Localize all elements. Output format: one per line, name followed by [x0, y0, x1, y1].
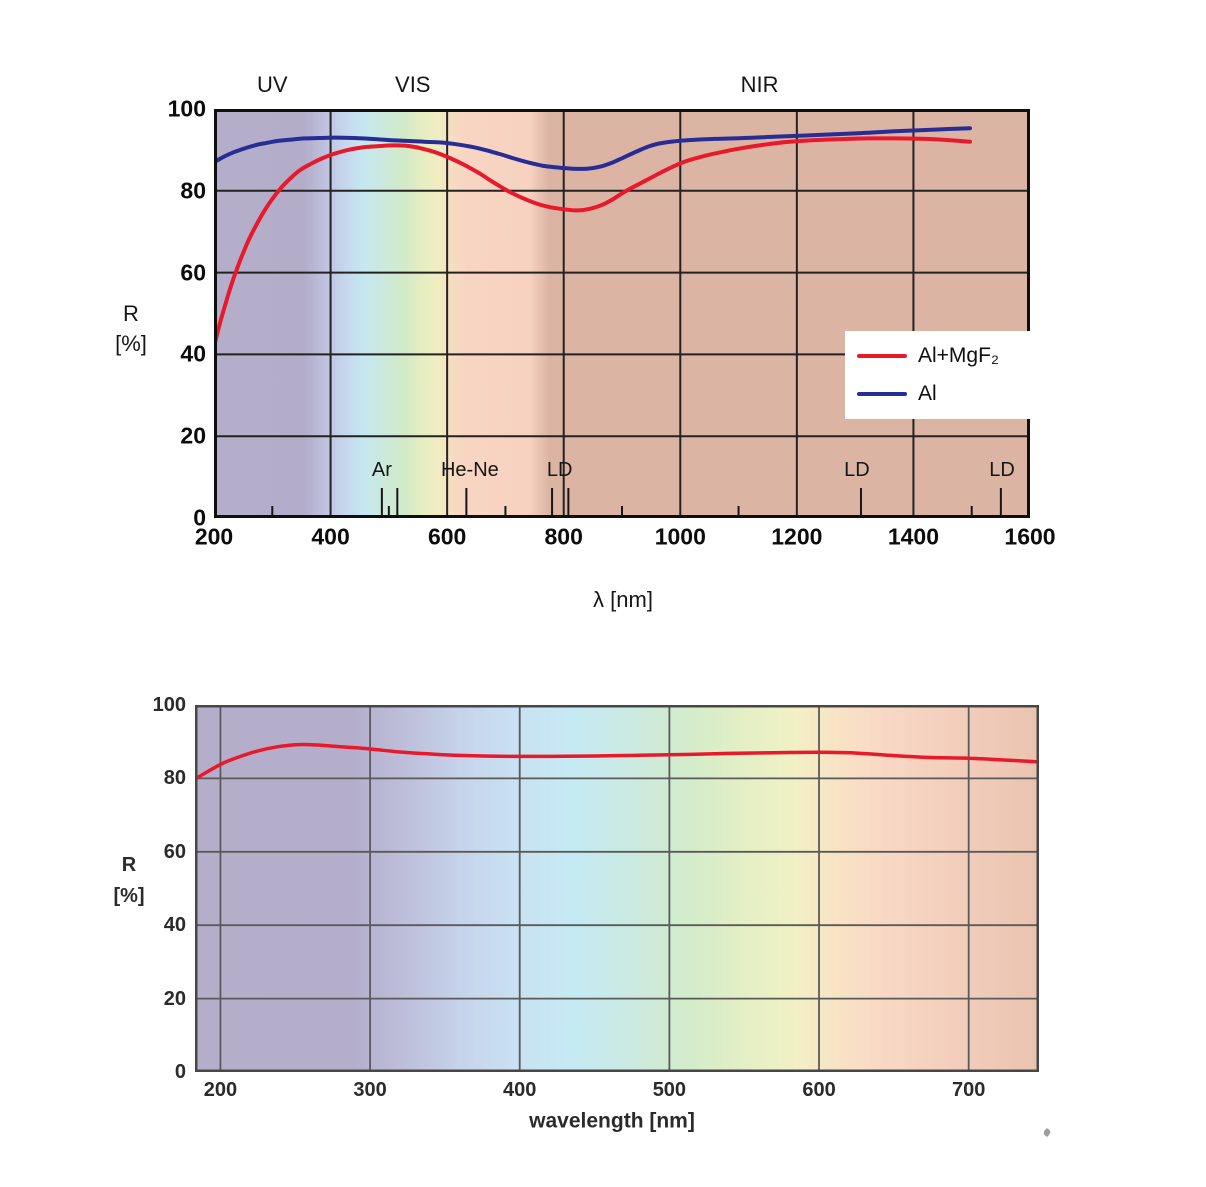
y-tick-label: 0 [174, 1061, 186, 1083]
x-tick-label: 400 [503, 1079, 537, 1101]
bottom-plot-area [195, 705, 1039, 1072]
top-plot-area [214, 109, 1030, 518]
legend: Al+MgF₂ Al [845, 331, 1050, 419]
bottom-y-axis-title: R [%] [94, 850, 164, 912]
x-tick-label: 600 [802, 1079, 836, 1101]
x-tick-label: 600 [427, 523, 467, 550]
x-tick-label: 800 [544, 523, 583, 550]
y-axis-title-symbol: R [121, 854, 137, 876]
region-label-nir: NIR [740, 72, 779, 97]
y-axis-title-unit: [%] [113, 885, 145, 907]
y-tick-label: 100 [152, 694, 186, 716]
curve-al [214, 126, 972, 171]
x-tick-label: 500 [652, 1079, 687, 1101]
y-tick-label: 60 [163, 840, 186, 863]
y-tick-label: 80 [180, 177, 206, 204]
y-tick-label: 100 [167, 95, 206, 122]
y-tick-label: 80 [163, 767, 186, 790]
x-tick-label: 700 [951, 1079, 986, 1101]
laser-label-ar: Ar [371, 459, 392, 481]
legend-entry-al-mgf2: Al+MgF₂ [857, 344, 1050, 368]
region-label-vis: VIS [395, 72, 431, 97]
top-y-axis-title: R [%] [96, 299, 166, 359]
y-axis-title-unit: [%] [115, 331, 147, 356]
stray-mark [1042, 1127, 1052, 1138]
y-tick-label: 60 [180, 259, 206, 286]
laser-label-ld: LD [546, 459, 573, 481]
x-tick-label: 400 [311, 523, 350, 550]
y-tick-label: 40 [180, 340, 206, 367]
laser-label-he-ne: He-Ne [440, 459, 499, 481]
legend-label: Al [918, 381, 937, 405]
legend-line-red [857, 354, 907, 359]
region-label-uv: UV [257, 72, 288, 97]
legend-entry-al: Al [857, 382, 1050, 406]
x-tick-label: 200 [203, 1079, 238, 1101]
y-tick-label: 20 [180, 422, 206, 449]
curve-al-mgf [214, 136, 972, 349]
legend-label: Al+MgF₂ [918, 344, 1000, 368]
laser-label-ld: LD [844, 459, 870, 481]
y-tick-label: 40 [163, 914, 186, 937]
curve-al-mgf [195, 742, 1039, 781]
x-tick-label: 1000 [654, 523, 706, 550]
plot-border [195, 705, 1039, 1072]
x-tick-label: 200 [194, 523, 234, 550]
y-tick-label: 20 [163, 987, 186, 1010]
x-tick-label: 300 [353, 1079, 387, 1101]
y-axis-title-symbol: R [123, 301, 139, 326]
x-tick-label: 1200 [771, 523, 823, 550]
y-tick-label: 0 [193, 504, 206, 531]
top-x-axis-title: λ [nm] [593, 587, 653, 612]
grid [195, 705, 1039, 1072]
spectrum-background [214, 109, 1030, 518]
x-tick-label: 1400 [887, 523, 940, 550]
plot-border [214, 109, 1030, 518]
x-tick-label: 1600 [1004, 523, 1056, 550]
spectrum-background [195, 705, 1039, 1072]
laser-label-ld: LD [989, 459, 1015, 481]
legend-line-blue [857, 391, 907, 396]
bottom-x-axis-title: wavelength [nm] [529, 1109, 695, 1133]
